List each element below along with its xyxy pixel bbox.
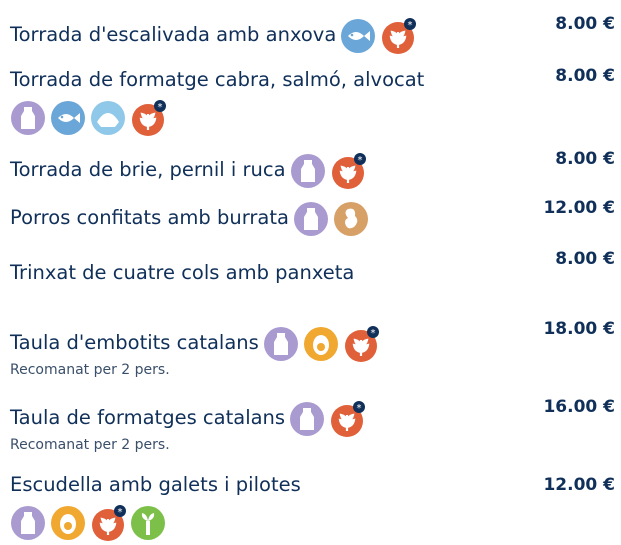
allergen-icons (10, 505, 615, 541)
fish-icon (340, 18, 376, 54)
item-row: Taula de formatges catalans (10, 400, 615, 437)
milk-icon (293, 201, 329, 237)
milk-icon (289, 401, 325, 437)
price: 8.00 € (555, 14, 615, 34)
gluten-icon (329, 401, 365, 437)
price: 16.00 € (543, 397, 615, 417)
celery-icon (130, 505, 166, 541)
item-name: Escudella amb galets i pilotes (10, 473, 301, 496)
gluten-icon (330, 153, 366, 189)
item-name: Torrada d'escalivada amb anxova (10, 23, 337, 46)
menu-item: 8.00 € Trinxat de cuatre cols amb panxet… (10, 249, 615, 291)
shell-icon (90, 100, 126, 136)
item-name: Trinxat de cuatre cols amb panxeta (10, 261, 355, 284)
milk-icon (10, 505, 46, 541)
price: 12.00 € (543, 475, 615, 495)
menu-item: 12.00 € Escudella amb galets i pilotes (10, 467, 615, 541)
milk-icon (263, 326, 299, 362)
item-note: Recomanat per 2 pers. (10, 361, 170, 378)
item-name: Taula de formatges catalans (10, 406, 286, 429)
allergen-icons (10, 100, 615, 136)
menu-item: 8.00 € Torrada d'escalivada amb anxova (10, 14, 615, 54)
item-name: Torrada de brie, pernil i ruca (10, 158, 286, 181)
item-name: Torrada de formatge cabra, salmó, alvoca… (10, 68, 425, 91)
menu-item: 18.00 € Taula d'embotits catalans Recoma… (10, 319, 615, 378)
item-row: Porros confitats amb burrata (10, 200, 615, 237)
item-row: Torrada d'escalivada amb anxova (10, 17, 615, 54)
price: 8.00 € (555, 149, 615, 169)
peanut-icon (333, 201, 369, 237)
item-row: Taula d'embotits catalans (10, 325, 615, 362)
gluten-icon (130, 100, 166, 136)
price: 8.00 € (555, 66, 615, 86)
price: 12.00 € (543, 198, 615, 218)
item-row: Torrada de brie, pernil i ruca (10, 152, 615, 189)
item-note: Recomanat per 2 pers. (10, 436, 170, 453)
menu-item: 16.00 € Taula de formatges catalans Reco… (10, 397, 615, 453)
menu-item: 8.00 € Torrada de formatge cabra, salmó,… (10, 62, 615, 136)
price: 18.00 € (543, 319, 615, 339)
gluten-icon (343, 326, 379, 362)
milk-icon (10, 100, 46, 136)
gluten-icon (90, 505, 126, 541)
egg-icon (303, 326, 339, 362)
gluten-icon (380, 18, 416, 54)
menu-item: 8.00 € Torrada de brie, pernil i ruca (10, 149, 615, 189)
item-name: Porros confitats amb burrata (10, 206, 289, 229)
item-name: Taula d'embotits catalans (10, 331, 259, 354)
fish-icon (50, 100, 86, 136)
price: 8.00 € (555, 249, 615, 269)
egg-icon (50, 505, 86, 541)
milk-icon (290, 153, 326, 189)
menu-item: 12.00 € Porros confitats amb burrata (10, 198, 615, 237)
